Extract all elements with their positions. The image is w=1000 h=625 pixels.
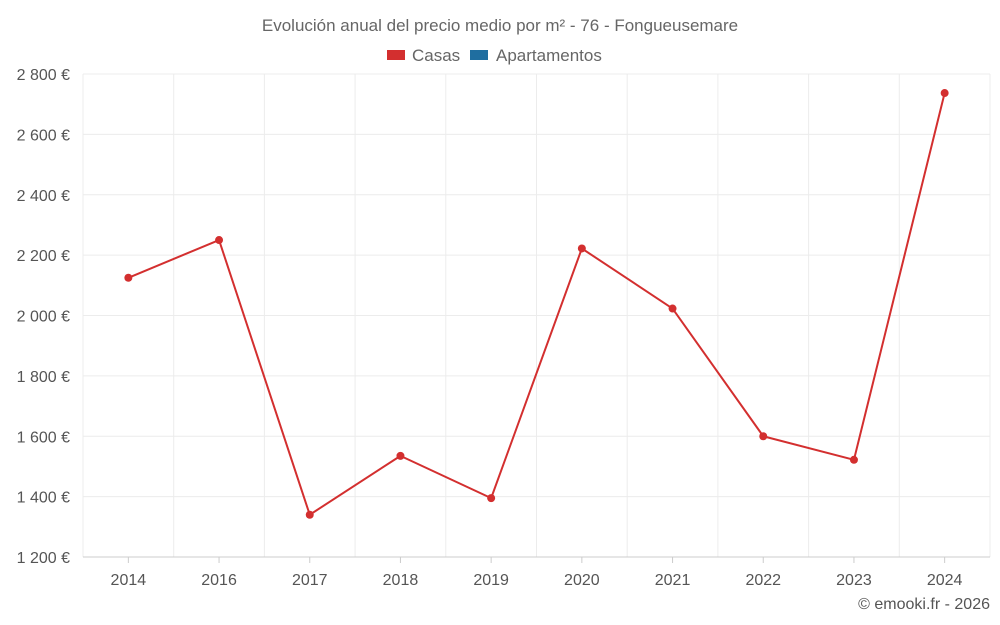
x-tick-label: 2024 [927, 572, 963, 589]
legend-item-casas[interactable]: Casas [387, 46, 460, 65]
x-tick-label: 2021 [655, 572, 691, 589]
data-point-2020[interactable] [577, 244, 586, 253]
y-tick-label: 2 000 € [17, 309, 70, 326]
legend-label-apartamentos: Apartamentos [496, 46, 602, 65]
legend-swatch-casas [387, 50, 405, 60]
y-tick-label: 1 400 € [17, 490, 70, 507]
data-point-2016[interactable] [215, 236, 224, 245]
x-tick-label: 2018 [383, 572, 419, 589]
chart-title: Evolución anual del precio medio por m² … [262, 16, 738, 35]
y-tick-label: 2 600 € [17, 127, 70, 144]
x-tick-label: 2014 [111, 572, 147, 589]
y-axis: 1 200 € 1 400 € 1 600 € 1 800 € 2 000 € 2 200… [17, 67, 70, 567]
x-tick-label: 2017 [292, 572, 328, 589]
data-point-2024[interactable] [940, 89, 949, 98]
legend: Casas Apartamentos [387, 46, 602, 65]
legend-label-casas: Casas [412, 46, 460, 65]
x-axis: 2014 2016 2017 2018 2019 2020 2021 2022 2023 2024 [83, 556, 990, 589]
series-line-casas [127, 92, 946, 516]
data-point-2023[interactable] [849, 455, 858, 464]
data-point-2018[interactable] [396, 451, 405, 460]
data-point-2019[interactable] [487, 494, 496, 503]
x-tick-label: 2023 [836, 572, 872, 589]
y-tick-label: 1 200 € [17, 550, 70, 567]
y-tick-label: 1 800 € [17, 369, 70, 386]
credit-text: © emooki.fr - 2026 [858, 596, 990, 613]
y-tick-label: 2 800 € [17, 67, 70, 84]
data-point-2014[interactable] [124, 273, 133, 282]
y-tick-label: 2 200 € [17, 248, 70, 265]
data-point-2021[interactable] [668, 304, 677, 313]
legend-swatch-apartamentos [470, 50, 488, 60]
x-tick-label: 2016 [201, 572, 237, 589]
x-tick-label: 2019 [473, 572, 509, 589]
x-tick-label: 2022 [745, 572, 781, 589]
y-tick-label: 1 600 € [17, 429, 70, 446]
y-tick-label: 2 400 € [17, 188, 70, 205]
series-casas [124, 89, 949, 519]
data-point-2022[interactable] [759, 432, 768, 441]
x-tick-label: 2020 [564, 572, 600, 589]
legend-item-apartamentos[interactable]: Apartamentos [470, 46, 602, 65]
data-point-2017[interactable] [305, 510, 314, 519]
grid [82, 73, 991, 557]
